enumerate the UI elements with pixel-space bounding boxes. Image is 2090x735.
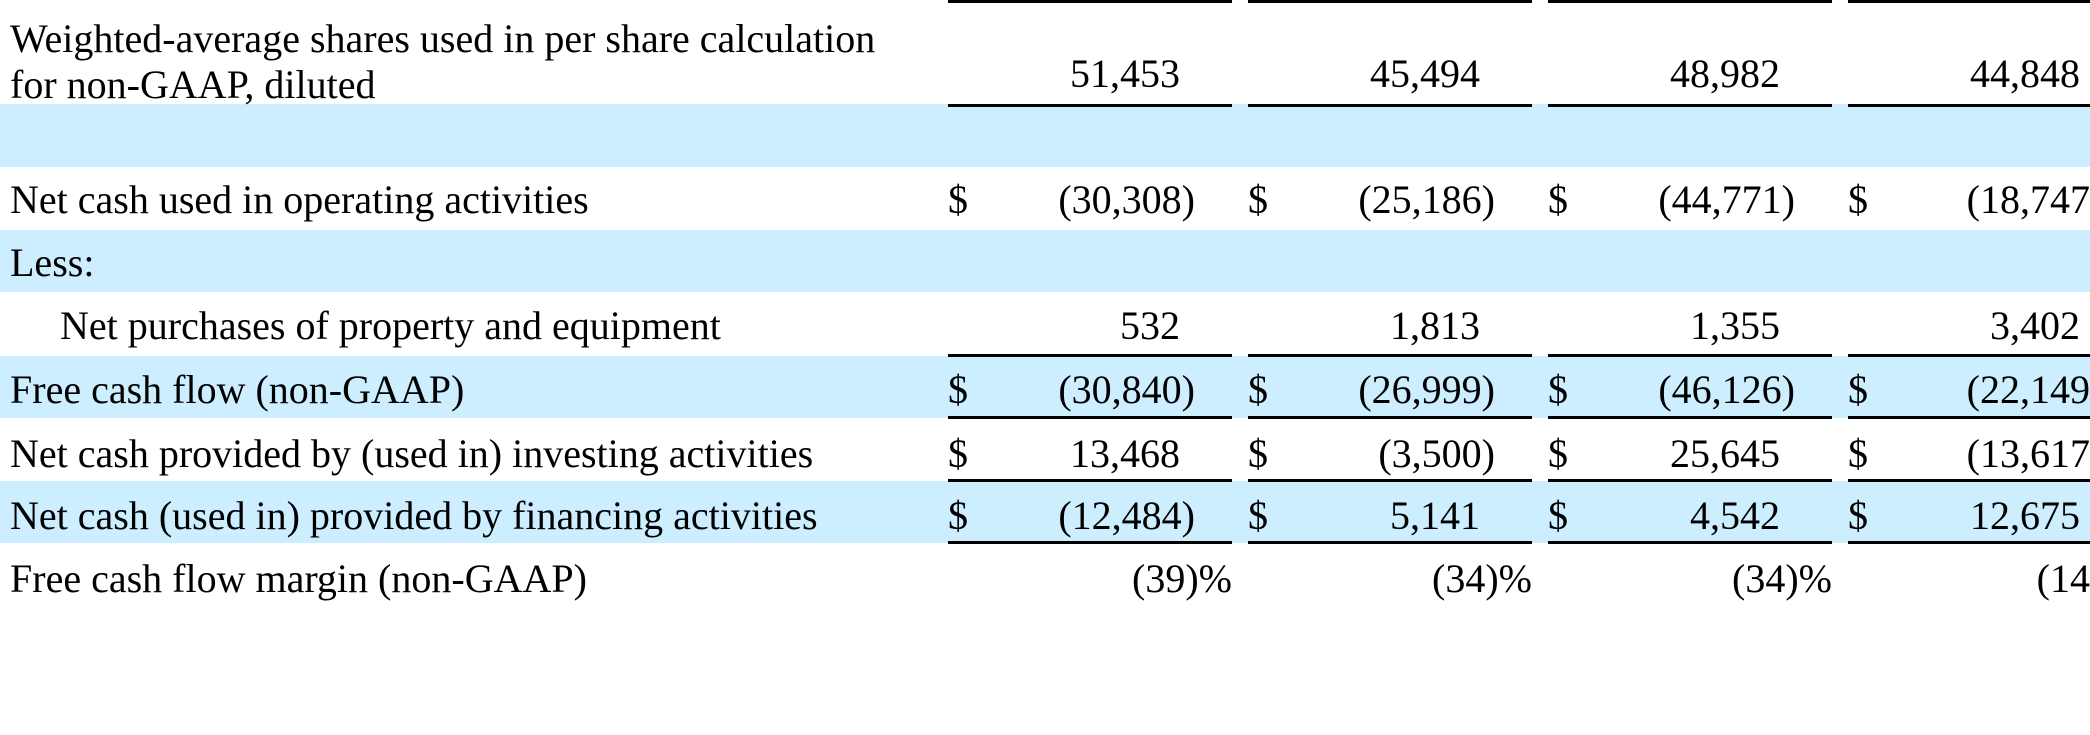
cell-value: (14 [2036,556,2090,601]
cell-value: 25,645 [1670,431,1780,476]
row-label-shares-line1: Weighted-average shares used in per shar… [10,16,876,61]
fcf-underline [1848,416,2090,419]
cell-value: 45,494 [1370,51,1480,96]
cell-value: (26,999) [1358,367,1495,412]
row-band-less [0,230,2090,292]
cell-value: 13,468 [1070,431,1180,476]
cell-value: (46,126) [1658,367,1795,412]
shares-underline [948,104,1232,107]
row-label-fcf-margin: Free cash flow margin (non-GAAP) [10,556,587,601]
fcf-underline [1248,416,1532,419]
row-band-financing [0,481,2090,543]
cell-value: 5,141 [1390,493,1480,538]
cell-value: (30,308) [1058,177,1195,222]
cell-value: (13,617 [1966,431,2090,476]
currency-symbol: $ [1848,177,1868,222]
currency-symbol: $ [1248,493,1268,538]
row-band-blank [0,104,2090,167]
currency-symbol: $ [1548,177,1568,222]
currency-symbol: $ [1548,367,1568,412]
investing-underline [948,479,1232,482]
financing-underline [1548,541,1832,544]
financing-underline [948,541,1232,544]
currency-symbol: $ [1848,431,1868,476]
cell-value: 4,542 [1690,493,1780,538]
cell-value: (25,186) [1358,177,1495,222]
fcf-underline [948,416,1232,419]
currency-symbol: $ [1548,431,1568,476]
purchases-underline [1848,354,2090,357]
purchases-underline [1248,354,1532,357]
row-label-shares-line2: for non-GAAP, diluted [10,62,376,107]
shares-underline [1548,104,1832,107]
cell-value: (34)% [1432,556,1532,601]
cell-value: 1,813 [1390,303,1480,348]
cell-value: 1,355 [1690,303,1780,348]
investing-underline [1848,479,2090,482]
row-label-less: Less: [10,240,95,285]
cell-value: 12,675 [1970,493,2080,538]
currency-symbol: $ [1848,493,1868,538]
shares-underline [1848,104,2090,107]
financing-underline [1248,541,1532,544]
cell-value: (34)% [1732,556,1832,601]
row-label-free-cash-flow: Free cash flow (non-GAAP) [10,367,465,412]
purchases-underline [1548,354,1832,357]
cell-value: (44,771) [1658,177,1795,222]
cell-value: (22,149 [1966,367,2090,412]
shares-underline [1248,104,1532,107]
currency-symbol: $ [948,177,968,222]
row-label-purchases: Net purchases of property and equipment [60,303,721,348]
top-rule [1848,0,2090,3]
cell-value: (12,484) [1058,493,1195,538]
row-label-financing: Net cash (used in) provided by financing… [10,493,818,538]
cell-value: (30,840) [1058,367,1195,412]
currency-symbol: $ [1248,367,1268,412]
cell-value: 532 [1120,303,1180,348]
row-band-free-cash-flow [0,356,2090,418]
cell-value: (3,500) [1378,431,1495,476]
currency-symbol: $ [1248,431,1268,476]
cell-value: 44,848 [1970,51,2080,96]
row-label-investing: Net cash provided by (used in) investing… [10,431,814,476]
top-rule [948,0,1232,3]
financing-underline [1848,541,2090,544]
cell-value: (39)% [1132,556,1232,601]
cell-value: 3,402 [1990,303,2080,348]
top-rule [1548,0,1832,3]
currency-symbol: $ [948,431,968,476]
cell-value: 51,453 [1070,51,1180,96]
currency-symbol: $ [948,367,968,412]
investing-underline [1548,479,1832,482]
currency-symbol: $ [1848,367,1868,412]
cell-value: (18,747 [1966,177,2090,222]
currency-symbol: $ [948,493,968,538]
cell-value: 48,982 [1670,51,1780,96]
currency-symbol: $ [1248,177,1268,222]
purchases-underline [948,354,1232,357]
currency-symbol: $ [1548,493,1568,538]
investing-underline [1248,479,1532,482]
row-label-operating: Net cash used in operating activities [10,177,589,222]
top-rule [1248,0,1532,3]
fcf-underline [1548,416,1832,419]
